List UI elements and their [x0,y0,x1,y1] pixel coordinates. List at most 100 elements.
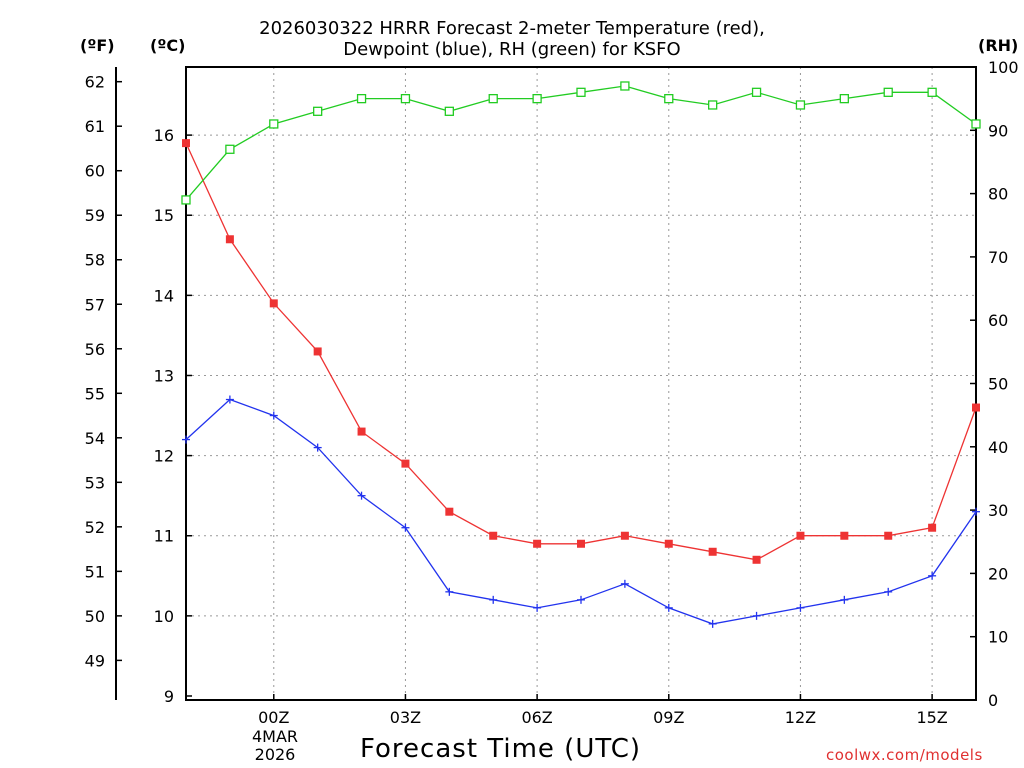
fahrenheit-tick-label: 54 [85,429,105,448]
fahrenheit-tick-label: 60 [85,162,105,181]
rh-point [839,94,849,104]
rh-unit-label: (RH) [978,36,1019,55]
rh-tick-label: 90 [988,121,1008,140]
dewpoint-point [620,579,629,588]
temperature-point [752,555,761,564]
fahrenheit-tick-label: 57 [85,295,105,314]
rh-point [620,81,630,91]
fahrenheit-tick-label: 55 [85,384,105,403]
x-axis-label: Forecast Time (UTC) [360,734,642,764]
watermark: coolwx.com/models [826,746,983,764]
dewpoint-point [577,595,585,604]
temperature-point [269,299,278,308]
dewpoint-point [884,587,893,596]
celsius-tick-label: 11 [154,527,174,546]
temperature-point [972,403,980,412]
date-label-year: 2026 [254,745,296,764]
rh-point [971,119,981,129]
dewpoint-point [182,435,190,444]
temperature-point [401,459,410,468]
temperature-point [928,523,937,532]
temperature-point [533,539,542,548]
temperature-point [489,531,498,540]
dewpoint-point [445,587,454,596]
fahrenheit-tick-label: 61 [85,117,105,136]
series-line-temperature [185,142,977,561]
rh-point [400,94,411,104]
dewpoint-point [489,595,498,604]
temperature-point [577,539,585,548]
series-line-rh [185,85,977,201]
fahrenheit-tick-label: 50 [85,607,105,626]
rh-point [576,87,586,97]
dewpoint-point [972,507,980,516]
fahrenheit-tick-label: 51 [85,562,105,581]
rh-tick-label: 40 [988,438,1008,457]
rh-point [269,119,279,129]
rh-point [313,106,323,116]
rh-point [356,94,367,104]
temperature-point [313,347,322,356]
rh-tick-label: 80 [988,185,1008,204]
dewpoint-point [269,411,278,420]
celsius-tick-label: 9 [164,687,174,706]
fahrenheit-tick-label: 58 [85,251,105,270]
dewpoint-point [796,603,805,612]
rh-point [927,87,937,97]
temperature-point [664,539,673,548]
dewpoint-point [928,571,937,580]
series-line-dewpoint [185,398,977,625]
dewpoint-point [752,611,761,620]
fahrenheit-tick-label: 59 [85,206,105,225]
chart-title-line-2: Dewpoint (blue), RH (green) for KSFO [343,39,681,60]
rh-point [181,195,191,205]
temperature-point [840,531,849,540]
date-label-day: 4MAR [251,727,299,746]
celsius-tick-label: 14 [154,286,174,305]
rh-tick-label: 20 [988,564,1008,583]
dewpoint-point [357,491,366,500]
rh-point [751,87,762,97]
celsius-tick-label: 12 [154,447,174,466]
x-tick-label: 03Z [390,708,421,727]
temperature-point [225,235,234,244]
temperature-point [357,427,366,436]
x-tick-label: 00Z [258,708,289,727]
dewpoint-point [840,595,849,604]
dewpoint-point [225,395,234,404]
fahrenheit-tick-label: 49 [85,651,105,670]
celsius-tick-label: 16 [154,126,174,145]
rh-point [883,87,893,97]
dewpoint-point [664,603,673,612]
x-tick-label: 09Z [653,708,684,727]
chart-title-line-1: 2026030322 HRRR Forecast 2-meter Tempera… [259,18,765,39]
fahrenheit-tick-label: 62 [85,73,105,92]
x-tick-label: 15Z [916,708,947,727]
fahrenheit-tick-label: 53 [85,473,105,492]
rh-point [664,94,674,104]
rh-tick-label: 10 [988,628,1008,647]
dewpoint-point [313,443,322,452]
dewpoint-point [708,619,717,628]
rh-tick-label: 60 [988,311,1008,330]
fahrenheit-unit-label: (ºF) [80,36,115,55]
celsius-tick-label: 10 [154,607,174,626]
x-tick-label: 12Z [785,708,816,727]
dewpoint-point [401,523,410,532]
rh-point [708,100,718,110]
temperature-point [884,531,893,540]
dewpoint-point [533,603,542,612]
temperature-point [708,547,717,556]
rh-point [444,106,454,116]
rh-tick-label: 50 [988,375,1008,394]
fahrenheit-tick-label: 52 [85,518,105,537]
rh-tick-label: 30 [988,501,1008,520]
rh-tick-label: 100 [988,58,1019,77]
plot-frame [185,66,977,701]
rh-point [532,94,542,104]
rh-point [225,144,235,154]
temperature-point [182,139,190,148]
celsius-tick-label: 15 [154,206,174,225]
celsius-unit-label: (ºC) [150,36,186,55]
